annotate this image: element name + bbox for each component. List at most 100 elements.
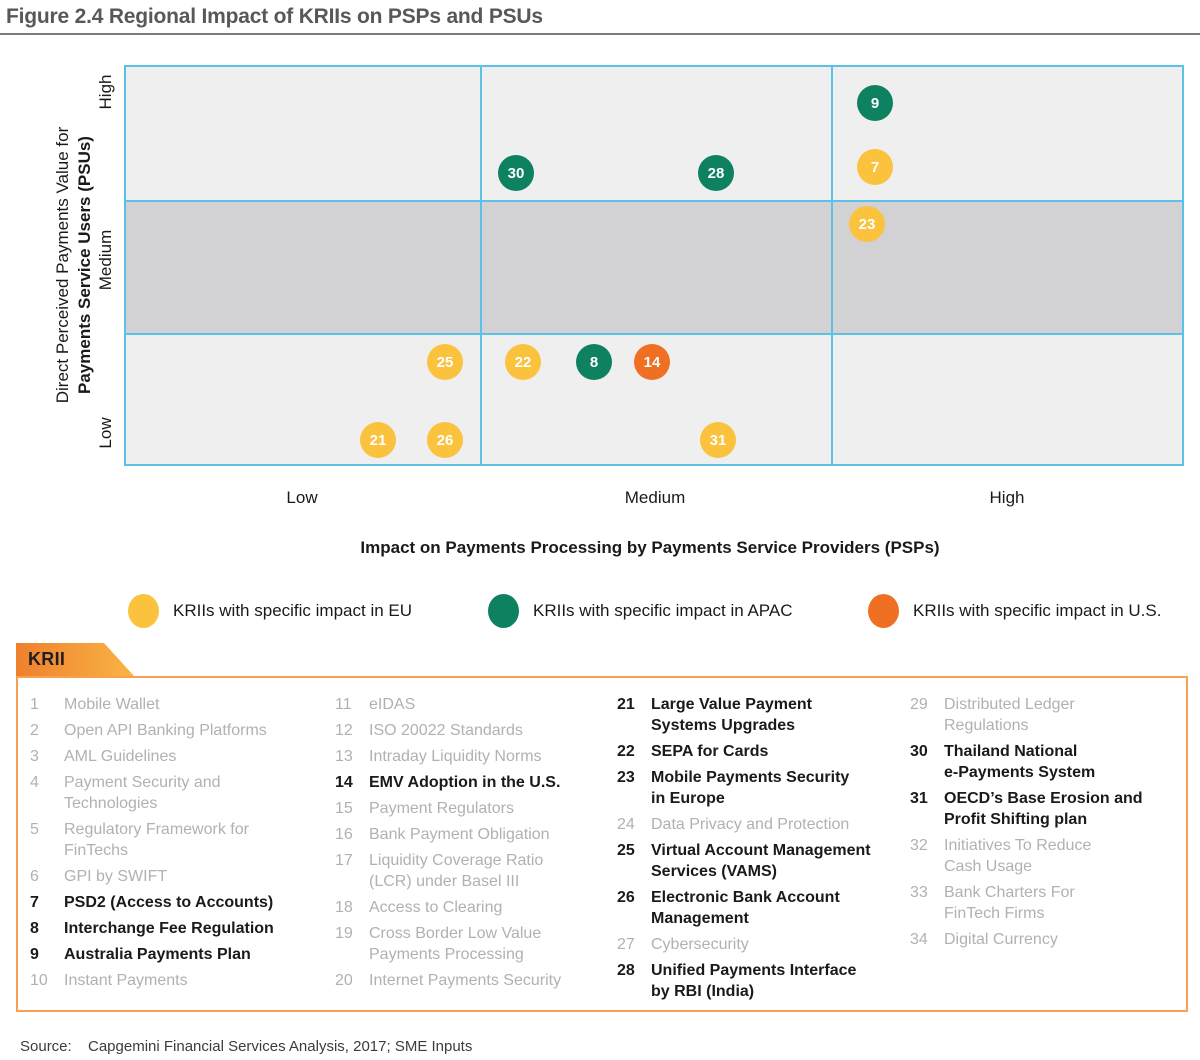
krii-item-label: Intraday Liquidity Norms [369, 748, 542, 765]
source-label: Source: [20, 1038, 72, 1055]
krii-item-number: 14 [335, 774, 353, 791]
krii-item-number: 4 [30, 774, 39, 791]
krii-item-10: 10 Instant Payments [30, 970, 335, 991]
krii-item-34: 34 Digital Currency [910, 929, 1172, 950]
krii-item-label: Internet Payments Security [369, 972, 562, 989]
krii-item-label: Distributed Ledger Regulations [944, 696, 1075, 734]
krii-item-4: 4 Payment Security and Technologies [30, 772, 335, 814]
figure-title: Figure 2.4 Regional Impact of KRIIs on P… [6, 5, 543, 28]
krii-item-22: 22 SEPA for Cards [617, 741, 910, 762]
krii-item-number: 21 [617, 696, 635, 713]
krii-item-number: 8 [30, 920, 39, 937]
krii-item-number: 11 [335, 696, 352, 713]
krii-item-number: 26 [617, 889, 635, 906]
krii-item-14: 14 EMV Adoption in the U.S. [335, 772, 617, 793]
krii-column-4: 29 Distributed Ledger Regulations 30 Thaila… [910, 694, 1172, 1010]
krii-bubble-21: 21 [360, 422, 396, 458]
krii-item-number: 5 [30, 821, 39, 838]
krii-item-label: Liquidity Coverage Ratio (LCR) under Bas… [369, 852, 544, 890]
krii-item-18: 18 Access to Clearing [335, 897, 617, 918]
krii-item-number: 28 [617, 962, 635, 979]
krii-item-label: Initiatives To Reduce Cash Usage [944, 837, 1092, 875]
krii-item-number: 7 [30, 894, 39, 911]
krii-column-1: 1 Mobile Wallet 2 Open API Banking Platform… [30, 694, 335, 1010]
krii-item-number: 33 [910, 884, 928, 901]
x-axis-title: Impact on Payments Processing by Payment… [360, 538, 940, 557]
krii-item-30: 30 Thailand National e-Payments System [910, 741, 1172, 783]
legend-item-apac: KRIIs with specific impact in APAC [488, 593, 793, 629]
krii-item-label: Regulatory Framework for FinTechs [64, 821, 249, 859]
krii-bubble-23: 23 [849, 206, 885, 242]
krii-item-label: Australia Payments Plan [64, 946, 251, 963]
krii-item-label: Cross Border Low Value Payments Processi… [369, 925, 542, 963]
grid-hline-2 [126, 333, 1182, 335]
legend-dot-us [868, 594, 899, 628]
krii-item-label: Data Privacy and Protection [651, 816, 850, 833]
krii-item-21: 21 Large Value Payment Systems Upgrades [617, 694, 910, 736]
x-tick-medium: Medium [624, 488, 686, 507]
krii-item-number: 29 [910, 696, 928, 713]
legend-label-us: KRIIs with specific impact in U.S. [913, 601, 1162, 620]
krii-item-9: 9 Australia Payments Plan [30, 944, 335, 965]
y-tick-medium: Medium [96, 229, 115, 291]
krii-item-28: 28 Unified Payments Interface by RBI (Ind… [617, 960, 910, 1002]
krii-item-16: 16 Bank Payment Obligation [335, 824, 617, 845]
x-tick-high: High [989, 488, 1025, 507]
y-axis-title-line2: Payments Service Users (PSUs) [75, 136, 94, 394]
krii-item-27: 27 Cybersecurity [617, 934, 910, 955]
legend-item-eu: KRIIs with specific impact in EU [128, 593, 412, 629]
krii-item-number: 16 [335, 826, 353, 843]
krii-item-24: 24 Data Privacy and Protection [617, 814, 910, 835]
krii-item-number: 17 [335, 852, 353, 869]
legend-label-eu: KRIIs with specific impact in EU [173, 601, 413, 620]
krii-item-number: 24 [617, 816, 635, 833]
y-axis-title-line1: Direct Perceived Payments Value for [53, 126, 72, 404]
krii-item-label: AML Guidelines [64, 748, 177, 765]
krii-bubble-7: 7 [857, 149, 893, 185]
krii-item-number: 31 [910, 790, 928, 807]
krii-item-8: 8 Interchange Fee Regulation [30, 918, 335, 939]
krii-item-label: Mobile Payments Security in Europe [651, 769, 850, 807]
krii-item-label: Cybersecurity [651, 936, 749, 953]
krii-item-label: Unified Payments Interface by RBI (India… [651, 962, 857, 1000]
krii-item-23: 23 Mobile Payments Security in Europe [617, 767, 910, 809]
krii-item-label: Thailand National e-Payments System [944, 743, 1096, 781]
krii-item-label: Open API Banking Platforms [64, 722, 267, 739]
krii-bubble-31: 31 [700, 422, 736, 458]
krii-item-19: 19 Cross Border Low Value Payments Proces… [335, 923, 617, 965]
title-divider [0, 33, 1200, 35]
krii-item-label: ISO 20022 Standards [369, 722, 523, 739]
krii-item-number: 23 [617, 769, 635, 786]
row-band-medium [126, 200, 1182, 333]
krii-item-6: 6 GPI by SWIFT [30, 866, 335, 887]
krii-item-32: 32 Initiatives To Reduce Cash Usage [910, 835, 1172, 877]
krii-item-label: SEPA for Cards [651, 743, 769, 760]
krii-item-number: 2 [30, 722, 39, 739]
krii-item-label: Mobile Wallet [64, 696, 160, 713]
krii-item-label: Electronic Bank Account Management [651, 889, 840, 927]
source-text: Capgemini Financial Services Analysis, 2… [88, 1038, 473, 1055]
krii-item-5: 5 Regulatory Framework for FinTechs [30, 819, 335, 861]
krii-item-29: 29 Distributed Ledger Regulations [910, 694, 1172, 736]
krii-item-label: Payment Security and Technologies [64, 774, 221, 812]
legend-item-us: KRIIs with specific impact in U.S. [868, 593, 1161, 629]
krii-item-number: 27 [617, 936, 635, 953]
krii-item-12: 12 ISO 20022 Standards [335, 720, 617, 741]
krii-bubble-26: 26 [427, 422, 463, 458]
krii-item-number: 12 [335, 722, 353, 739]
krii-item-label: GPI by SWIFT [64, 868, 168, 885]
krii-bubble-14: 14 [634, 344, 670, 380]
krii-item-20: 20 Internet Payments Security [335, 970, 617, 991]
krii-item-label: Digital Currency [944, 931, 1058, 948]
krii-item-number: 34 [910, 931, 928, 948]
krii-item-25: 25 Virtual Account Management Services (V… [617, 840, 910, 882]
krii-bubble-25: 25 [427, 344, 463, 380]
krii-item-number: 10 [30, 972, 48, 989]
krii-item-label: EMV Adoption in the U.S. [369, 774, 561, 791]
row-band-high [126, 67, 1182, 200]
krii-bubble-30: 30 [498, 155, 534, 191]
krii-item-31: 31 OECD’s Base Erosion and Profit Shiftin… [910, 788, 1172, 830]
krii-bubble-8: 8 [576, 344, 612, 380]
krii-column-2: 11 eIDAS 12 ISO 20022 Standards 13 Intraday L… [335, 694, 617, 1010]
